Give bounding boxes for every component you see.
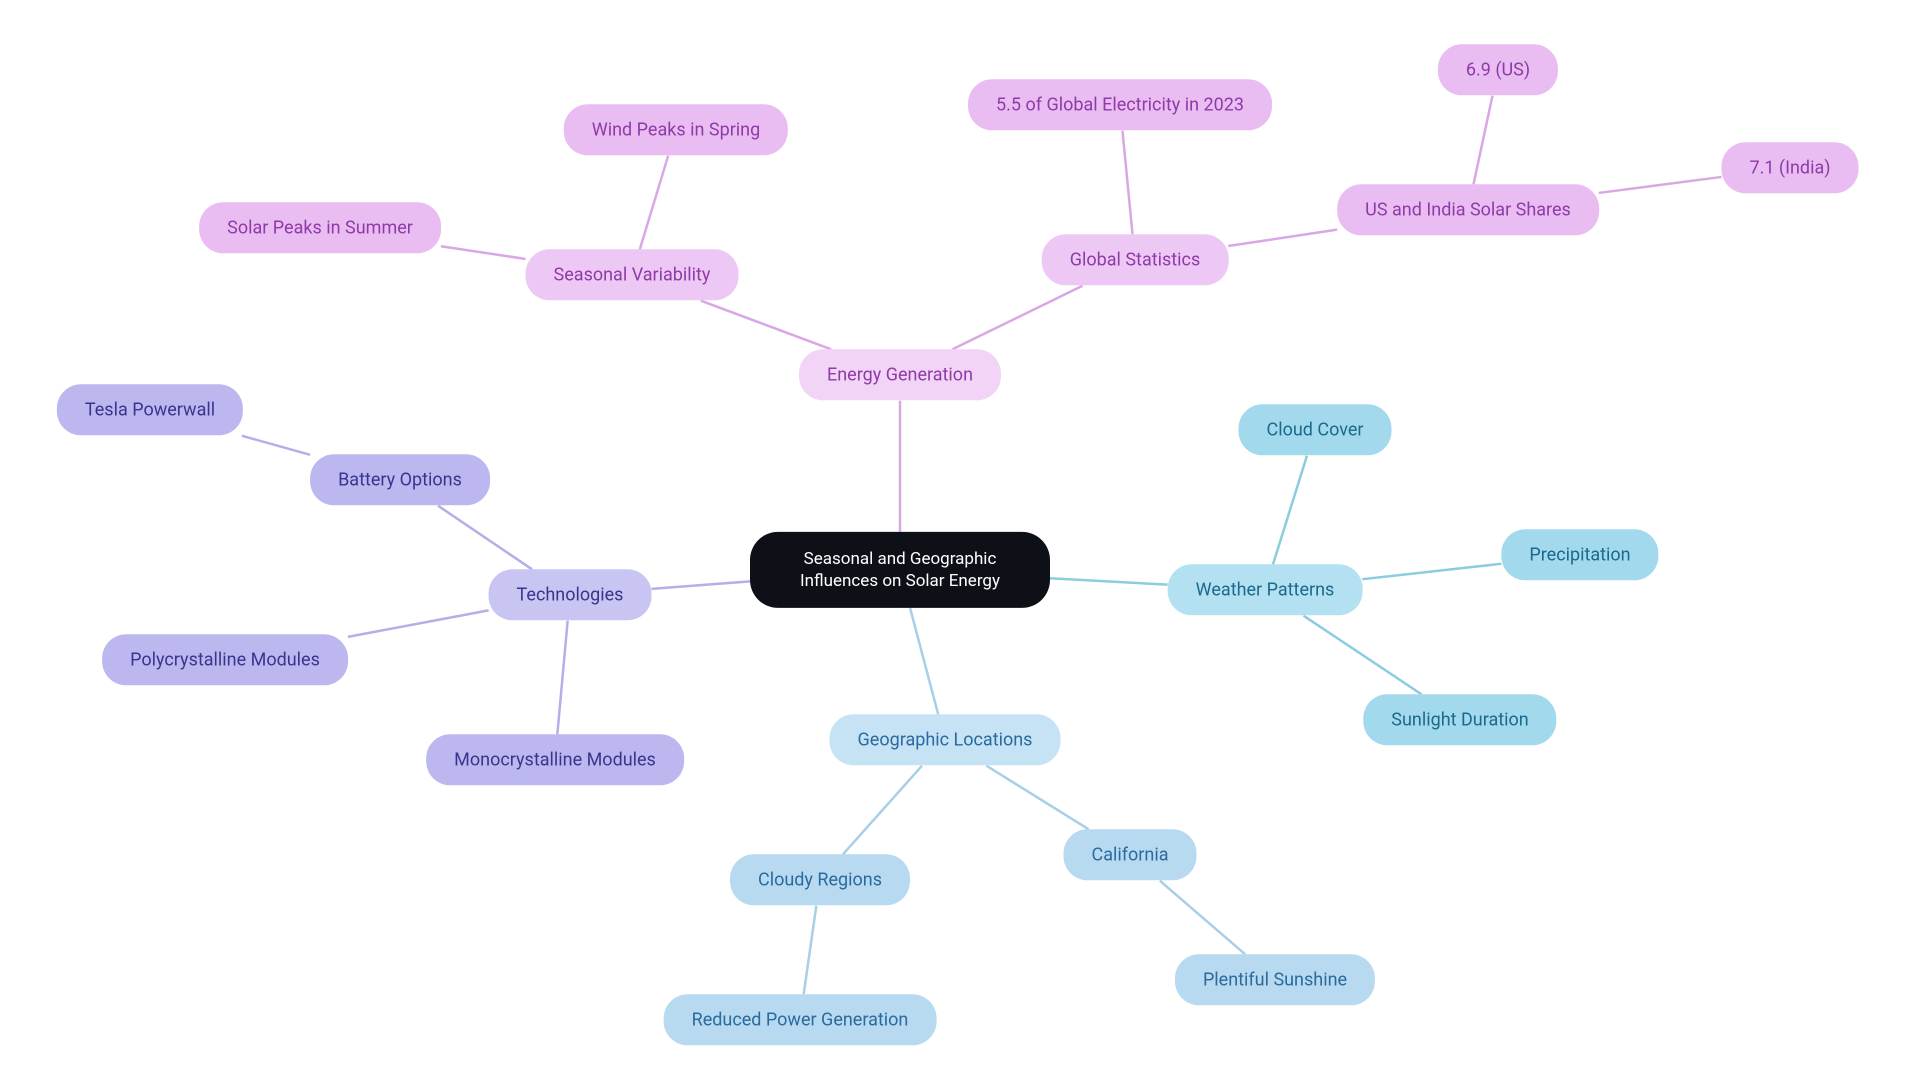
node-sundur: Sunlight Duration <box>1363 694 1556 745</box>
edge-usind-us69 <box>1474 96 1493 185</box>
node-seasvar: Seasonal Variability <box>526 249 739 300</box>
edge-energy-gstats <box>953 286 1083 350</box>
node-wind_sp: Wind Peaks in Spring <box>564 104 788 155</box>
edge-seasvar-solar_s <box>441 246 526 259</box>
edge-batt-tesla <box>242 436 310 455</box>
node-batt: Battery Options <box>310 454 490 505</box>
node-weather: Weather Patterns <box>1168 564 1363 615</box>
edge-weather-sundur <box>1304 616 1422 695</box>
node-solar_s: Solar Peaks in Summer <box>199 202 441 253</box>
node-cloudyr: Cloudy Regions <box>730 854 910 905</box>
node-g55: 5.5 of Global Electricity in 2023 <box>968 79 1272 130</box>
node-root: Seasonal and Geographic Influences on So… <box>750 532 1050 608</box>
edge-energy-seasvar <box>701 301 831 350</box>
node-reduced: Reduced Power Generation <box>664 994 937 1045</box>
node-energy: Energy Generation <box>799 349 1001 400</box>
edge-tech-mono <box>557 621 567 735</box>
node-calif: California <box>1064 829 1197 880</box>
edge-root-tech <box>651 581 750 588</box>
edge-root-geo <box>910 608 938 714</box>
node-usind: US and India Solar Shares <box>1337 184 1599 235</box>
edge-root-weather <box>1050 578 1168 584</box>
edge-weather-cloud <box>1273 456 1307 565</box>
node-tech: Technologies <box>489 569 652 620</box>
node-tesla: Tesla Powerwall <box>57 384 243 435</box>
node-in71: 7.1 (India) <box>1721 142 1858 193</box>
node-mono: Monocrystalline Modules <box>426 734 684 785</box>
edge-gstats-usind <box>1228 230 1337 246</box>
node-us69: 6.9 (US) <box>1438 44 1558 95</box>
node-geo: Geographic Locations <box>830 714 1061 765</box>
node-cloud: Cloud Cover <box>1239 404 1392 455</box>
edge-weather-precip <box>1362 564 1501 579</box>
edge-tech-poly <box>348 610 489 636</box>
node-plent: Plentiful Sunshine <box>1175 954 1375 1005</box>
node-poly: Polycrystalline Modules <box>102 634 348 685</box>
edge-gstats-g55 <box>1122 131 1132 235</box>
node-gstats: Global Statistics <box>1042 234 1229 285</box>
edge-geo-cloudyr <box>843 766 922 855</box>
edge-cloudyr-reduced <box>804 906 817 995</box>
edge-seasvar-wind_sp <box>640 156 668 250</box>
edge-geo-calif <box>986 766 1088 830</box>
edge-tech-batt <box>438 506 532 570</box>
edge-usind-in71 <box>1599 177 1722 193</box>
edge-calif-plent <box>1160 881 1245 955</box>
node-precip: Precipitation <box>1501 529 1658 580</box>
